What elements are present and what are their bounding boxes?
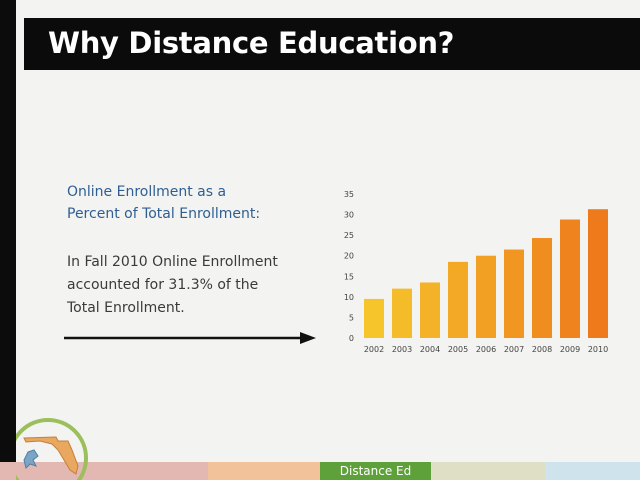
footer-segment bbox=[545, 462, 640, 480]
bar-2007 bbox=[504, 249, 524, 338]
bar-2002 bbox=[364, 298, 384, 338]
florida-map-logo bbox=[16, 418, 88, 480]
y-tick-label: 10 bbox=[344, 293, 354, 302]
footer-segment bbox=[208, 462, 320, 480]
footer-segment bbox=[431, 462, 545, 480]
heading-line: Percent of Total Enrollment: bbox=[67, 206, 261, 222]
slide-title: Why Distance Education? bbox=[48, 26, 455, 60]
x-tick-label: 2005 bbox=[448, 345, 468, 354]
bar-2003 bbox=[392, 288, 412, 338]
bar-2009 bbox=[560, 219, 580, 338]
y-tick-label: 25 bbox=[344, 231, 354, 240]
enrollment-bar-chart: 0 5 10 15 20 25 30 35 2002 2003 2004 2005 2006 2007 20… bbox=[344, 190, 608, 354]
y-tick-label: 30 bbox=[344, 211, 354, 220]
heading-line: Online Enrollment as a bbox=[67, 184, 227, 200]
chart-heading: Online Enrollment as a Percent of Total … bbox=[67, 181, 327, 225]
footer-segment bbox=[96, 462, 208, 480]
y-tick-label: 15 bbox=[344, 272, 354, 281]
x-tick-label: 2009 bbox=[560, 345, 580, 354]
x-tick-label: 2002 bbox=[364, 345, 384, 354]
x-tick-label: 2007 bbox=[504, 345, 524, 354]
x-tick-label: 2008 bbox=[532, 345, 552, 354]
x-tick-label: 2003 bbox=[392, 345, 412, 354]
y-tick-label: 35 bbox=[344, 190, 354, 199]
bar-2006 bbox=[476, 255, 496, 338]
enrollment-statement: In Fall 2010 Online Enrollment accounted… bbox=[67, 251, 327, 320]
title-bar bbox=[24, 18, 640, 70]
bar-2004 bbox=[420, 282, 440, 338]
statement-line: accounted for 31.3% of the bbox=[67, 277, 259, 293]
bar-2010 bbox=[588, 209, 608, 338]
bar-2005 bbox=[448, 261, 468, 338]
arrow-right-icon bbox=[64, 332, 316, 344]
bar-2008 bbox=[532, 238, 552, 338]
y-tick-label: 0 bbox=[349, 334, 354, 343]
statement-line: In Fall 2010 Online Enrollment bbox=[67, 254, 278, 270]
x-tick-label: 2006 bbox=[476, 345, 496, 354]
y-tick-label: 20 bbox=[344, 252, 354, 261]
statement-line: Total Enrollment. bbox=[67, 300, 185, 316]
footer-band bbox=[0, 462, 640, 480]
y-tick-label: 5 bbox=[349, 313, 354, 322]
footer-label: Distance Ed bbox=[320, 462, 431, 480]
x-tick-label: 2010 bbox=[588, 345, 608, 354]
x-tick-label: 2004 bbox=[420, 345, 440, 354]
